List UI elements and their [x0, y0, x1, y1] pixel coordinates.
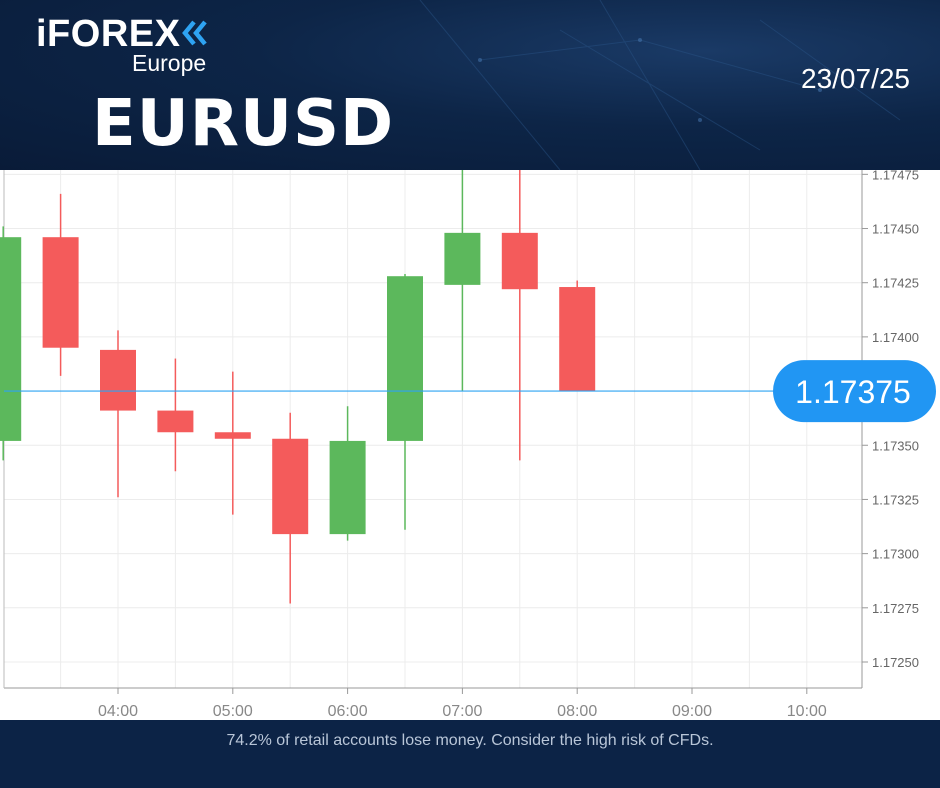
brand-logo: iFOREX Europe — [36, 12, 208, 76]
candle-body-up — [387, 276, 423, 441]
y-tick-label: 1.17250 — [872, 655, 919, 670]
candle-body-down — [157, 410, 194, 433]
double-chevron-left-icon — [182, 12, 208, 56]
candle-body-up — [444, 232, 481, 285]
x-tick-label: 08:00 — [557, 703, 597, 720]
y-tick-label: 1.17300 — [872, 547, 919, 562]
y-tick-label: 1.17350 — [872, 438, 919, 453]
y-tick-label: 1.17400 — [872, 330, 919, 345]
y-tick-label: 1.17475 — [872, 170, 919, 182]
x-tick-label: 04:00 — [98, 703, 138, 720]
candle-body-down — [559, 287, 596, 392]
y-tick-label: 1.17275 — [872, 601, 919, 616]
x-tick-label: 05:00 — [213, 703, 253, 720]
x-tick-label: 10:00 — [787, 703, 827, 720]
candle-body-down — [214, 432, 251, 439]
risk-disclaimer: 74.2% of retail accounts lose money. Con… — [226, 732, 714, 749]
x-tick-label: 07:00 — [442, 703, 482, 720]
network-background — [419, 0, 901, 170]
candle-body-down — [501, 232, 538, 290]
y-tick-label: 1.17450 — [872, 222, 919, 237]
brand-region: Europe — [132, 50, 207, 76]
candle-body-down — [272, 438, 309, 535]
y-tick-label: 1.17425 — [872, 276, 919, 291]
footer-bar: 74.2% of retail accounts lose money. Con… — [0, 720, 940, 788]
y-tick-label: 1.17325 — [872, 492, 919, 507]
candlestick-chart: 1.17250 1.17275 1.17300 1.17325 1.17350 1.174… — [0, 170, 936, 720]
current-price-badge — [773, 360, 936, 423]
candle-body-up — [0, 237, 22, 441]
current-price-label: 1.17375 — [795, 374, 911, 410]
candle-body-down — [100, 349, 136, 411]
chart-date: 23/07/25 — [801, 63, 910, 94]
x-tick-label: 09:00 — [672, 703, 712, 720]
header-banner: iFOREX Europe EURUSD 23/07/25 — [0, 0, 940, 170]
brand-name: iFOREX — [36, 13, 181, 55]
candle-body-down — [42, 237, 79, 348]
x-tick-label: 06:00 — [328, 703, 368, 720]
candle-body-up — [329, 440, 366, 535]
instrument-symbol: EURUSD — [92, 87, 395, 161]
